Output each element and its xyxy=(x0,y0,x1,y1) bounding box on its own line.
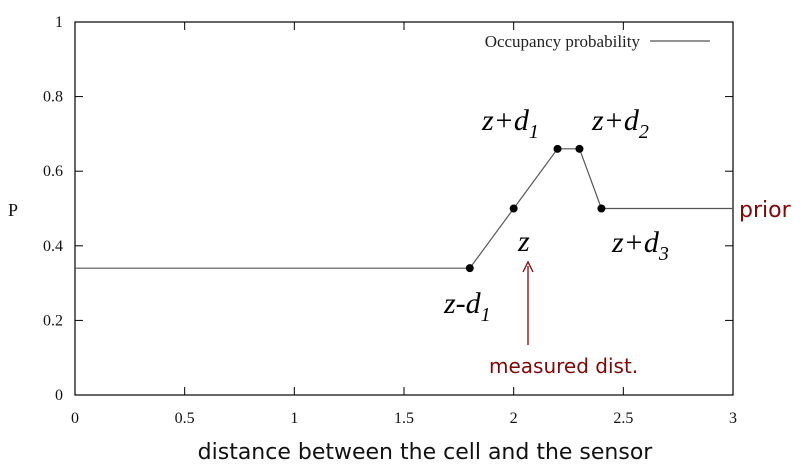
y-tick-label: 0.8 xyxy=(43,89,63,106)
annotation-z-plus-d2: z+d2 xyxy=(591,104,649,143)
x-tick-label: 2 xyxy=(510,410,518,427)
x-tick-label: 2.5 xyxy=(613,410,633,427)
x-axis-ticks: 0 0.5 1 1.5 2 2.5 3 xyxy=(71,22,737,427)
data-point xyxy=(465,264,474,273)
y-tick-label: 0.4 xyxy=(43,238,63,255)
y-tick-label: 0.2 xyxy=(43,312,63,329)
annotation-z-plus-d1: z+d1 xyxy=(481,104,539,143)
x-tick-label: 0.5 xyxy=(175,410,195,427)
x-tick-label: 3 xyxy=(729,410,737,427)
y-axis-ticks: 0 0.2 0.4 0.6 0.8 1 xyxy=(43,14,733,404)
annotation-prior: prior xyxy=(739,198,792,223)
y-tick-label: 1 xyxy=(55,14,63,31)
x-tick-label: 0 xyxy=(71,410,79,427)
annotation-z: z xyxy=(517,225,530,258)
marked-points xyxy=(465,144,606,273)
y-tick-label: 0.6 xyxy=(43,163,63,180)
legend-label: Occupancy probability xyxy=(485,32,641,51)
annotations: z-d1 z+d1 z+d2 z+d3 z measured dist. pri… xyxy=(443,104,792,378)
annotation-z-plus-d3: z+d3 xyxy=(611,226,669,265)
data-point xyxy=(553,144,562,153)
x-tick-label: 1.5 xyxy=(394,410,414,427)
x-tick-label: 1 xyxy=(290,410,298,427)
annotation-z-minus-d1: z-d1 xyxy=(443,287,491,326)
x-axis-label: distance between the cell and the sensor xyxy=(198,440,654,465)
data-point xyxy=(575,144,584,153)
measured-arrow-head xyxy=(522,260,534,273)
data-point xyxy=(597,204,606,213)
legend: Occupancy probability xyxy=(485,32,710,51)
annotation-measured-dist: measured dist. xyxy=(489,354,638,378)
y-tick-label: 0 xyxy=(55,387,63,404)
y-axis-label: P xyxy=(8,200,18,220)
data-point xyxy=(509,204,518,213)
